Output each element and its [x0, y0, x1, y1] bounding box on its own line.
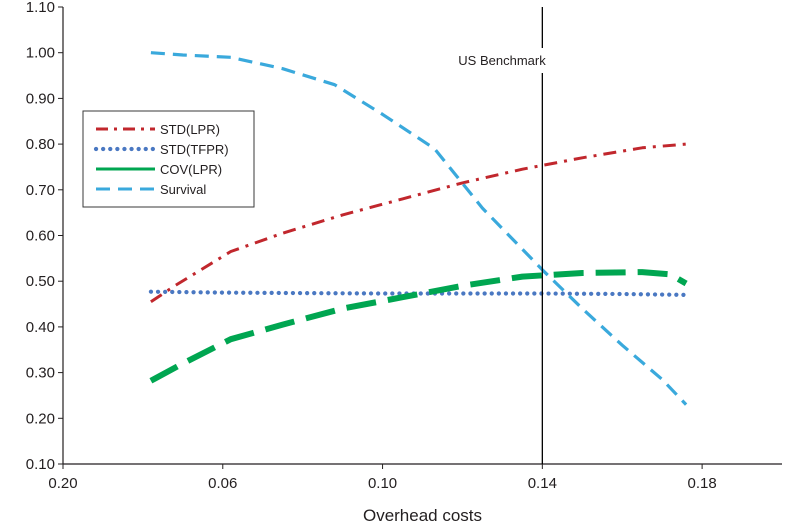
y-tick-label: 1.10 [26, 0, 55, 16]
x-axis-title: Overhead costs [363, 506, 482, 525]
y-tick-label: 0.70 [26, 182, 55, 199]
y-tick-label: 0.10 [26, 456, 55, 473]
y-tick-label: 0.20 [26, 410, 55, 427]
y-tick-label: 0.80 [26, 136, 55, 153]
series-line-cov-lpr [149, 269, 688, 384]
legend: STD(LPR) STD(TFPR) COV(LPR) Survival [82, 110, 255, 208]
series-layer [148, 51, 689, 406]
y-tick-label: 0.90 [26, 90, 55, 107]
series-line-std-tfpr [148, 289, 689, 297]
benchmark-label: US Benchmark [458, 53, 546, 68]
chart-axes [62, 7, 782, 465]
x-axis-ticks: 0.20 0.06 0.10 0.14 0.18 [48, 464, 717, 492]
legend-label: STD(LPR) [160, 122, 220, 137]
y-tick-label: 0.40 [26, 319, 55, 336]
y-tick-label: 0.60 [26, 228, 55, 245]
legend-label: COV(LPR) [160, 162, 222, 177]
x-tick-label: 0.10 [368, 475, 397, 492]
benchmark-label-box [438, 48, 591, 73]
legend-box [82, 110, 255, 208]
y-tick-label: 0.50 [26, 273, 55, 290]
x-tick-label: 0.14 [528, 475, 557, 492]
annotation-layer: US Benchmark [438, 7, 591, 464]
series-line-std-lpr [150, 142, 687, 304]
y-tick-label: 1.00 [26, 45, 55, 62]
x-tick-label: 0.18 [688, 475, 717, 492]
legend-label: STD(TFPR) [160, 142, 229, 157]
x-tick-label: 0.20 [48, 475, 77, 492]
y-axis-ticks: 0.10 0.20 0.30 0.40 0.50 0.60 0.70 0.80 0.90 1.00… [26, 0, 63, 473]
series-line-survival [150, 51, 688, 406]
x-tick-label: 0.06 [208, 475, 237, 492]
y-tick-label: 0.30 [26, 365, 55, 382]
legend-label: Survival [160, 182, 206, 197]
